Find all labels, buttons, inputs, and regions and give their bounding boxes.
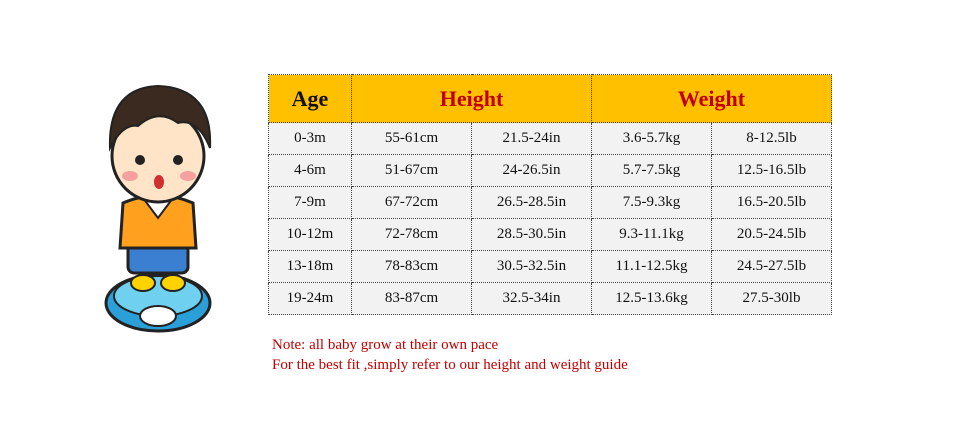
cell-weight-kg: 11.1-12.5kg [591,250,712,283]
cell-weight-kg: 9.3-11.1kg [591,218,712,251]
cell-age: 7-9m [268,186,352,219]
cell-height-in: 28.5-30.5in [471,218,592,251]
cell-height-cm: 67-72cm [351,186,472,219]
table-row: 19-24m 83-87cm 32.5-34in 12.5-13.6kg 27.5-30… [268,282,832,315]
table-row: 13-18m 78-83cm 30.5-32.5in 11.1-12.5kg 24.5-… [268,250,832,283]
table-row: 4-6m 51-67cm 24-26.5in 5.7-7.5kg 12.5-16.5lb [268,154,832,187]
cell-height-in: 26.5-28.5in [471,186,592,219]
cell-age: 0-3m [268,122,352,155]
cell-weight-lb: 27.5-30lb [711,282,832,315]
table-header-row: Age Height Weight [268,74,832,123]
cell-weight-lb: 8-12.5lb [711,122,832,155]
cell-height-cm: 83-87cm [351,282,472,315]
cell-height-cm: 78-83cm [351,250,472,283]
cell-height-cm: 55-61cm [351,122,472,155]
cell-height-in: 32.5-34in [471,282,592,315]
header-height: Height [351,74,592,123]
cell-weight-kg: 7.5-9.3kg [591,186,712,219]
cell-weight-kg: 5.7-7.5kg [591,154,712,187]
header-weight: Weight [591,74,832,123]
cell-height-cm: 72-78cm [351,218,472,251]
header-age: Age [268,74,352,123]
cell-height-in: 24-26.5in [471,154,592,187]
table-row: 0-3m 55-61cm 21.5-24in 3.6-5.7kg 8-12.5lb [268,122,832,155]
cell-age: 19-24m [268,282,352,315]
cell-age: 13-18m [268,250,352,283]
cell-weight-lb: 24.5-27.5lb [711,250,832,283]
table-row: 10-12m 72-78cm 28.5-30.5in 9.3-11.1kg 20.5-2… [268,218,832,251]
boy-on-scale-icon [104,84,212,333]
note-line-1: Note: all baby grow at their own pace [272,337,499,353]
cell-weight-kg: 3.6-5.7kg [591,122,712,155]
size-chart-table: Age Height Weight 0-3m 55-61cm 21.5-24in 3.… [268,74,832,315]
cell-weight-lb: 12.5-16.5lb [711,154,832,187]
cell-weight-lb: 16.5-20.5lb [711,186,832,219]
note-line-2: For the best fit ,simply refer to our he… [272,357,628,373]
cell-height-in: 30.5-32.5in [471,250,592,283]
cell-age: 10-12m [268,218,352,251]
table-row: 7-9m 67-72cm 26.5-28.5in 7.5-9.3kg 16.5-20.5… [268,186,832,219]
cell-weight-kg: 12.5-13.6kg [591,282,712,315]
cell-height-in: 21.5-24in [471,122,592,155]
cell-age: 4-6m [268,154,352,187]
cell-height-cm: 51-67cm [351,154,472,187]
cell-weight-lb: 20.5-24.5lb [711,218,832,251]
